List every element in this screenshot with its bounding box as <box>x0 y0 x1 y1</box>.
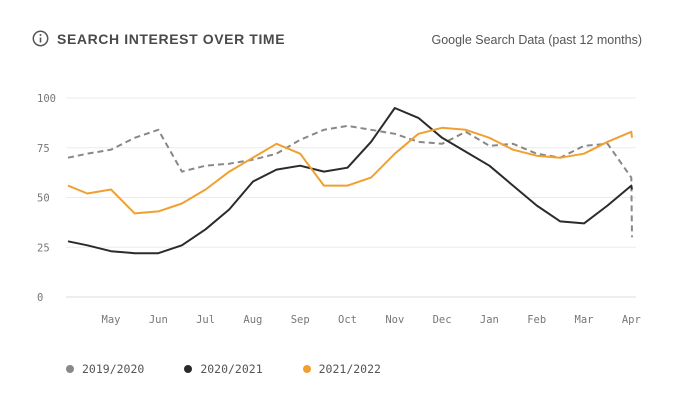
legend-label: 2020/2021 <box>200 362 263 376</box>
x-tick-label: Jan <box>480 314 499 326</box>
x-tick-label: Jul <box>196 314 215 326</box>
legend-item[interactable]: 2020/2021 <box>184 362 263 376</box>
legend-dot <box>184 365 193 373</box>
x-tick-label: Aug <box>243 314 262 326</box>
y-tick-label: 0 <box>37 292 43 304</box>
chart-header: SEARCH INTEREST OVER TIME Google Search … <box>32 30 644 52</box>
series-line-2020-2021 <box>67 107 633 255</box>
x-tick-label: Dec <box>433 314 452 326</box>
x-tick-label: Feb <box>527 314 546 326</box>
title-group: SEARCH INTEREST OVER TIME <box>32 30 285 47</box>
legend-label: 2021/2022 <box>318 362 381 376</box>
x-tick-labels: May Jun Jul Aug Sep Oct Nov Dec Jan Feb Mar Apr <box>102 314 641 326</box>
series-line-2019-2020 <box>67 124 633 238</box>
y-tick-label: 50 <box>37 193 50 205</box>
x-tick-label: Apr <box>622 314 641 326</box>
series-lines <box>67 107 633 255</box>
grid-lines <box>66 97 636 298</box>
x-tick-label: Oct <box>338 314 357 326</box>
legend-label: 2019/2020 <box>82 362 145 376</box>
x-tick-label: Jun <box>149 314 168 326</box>
y-tick-label: 25 <box>37 242 50 254</box>
x-tick-label: Nov <box>385 314 404 326</box>
info-icon[interactable] <box>32 30 49 47</box>
legend: 2019/2020 2020/2021 2021/2022 <box>66 362 381 376</box>
source-note: Google Search Data (past 12 months) <box>431 33 642 47</box>
x-tick-label: Sep <box>291 314 310 326</box>
legend-dot <box>302 365 311 373</box>
legend-dot <box>66 365 74 373</box>
y-tick-labels: 0 25 50 75 100 <box>37 93 56 304</box>
x-tick-label: Mar <box>575 314 594 326</box>
legend-item[interactable]: 2019/2020 <box>66 362 144 376</box>
chart-title: SEARCH INTEREST OVER TIME <box>57 30 286 47</box>
x-tick-label: May <box>102 314 121 326</box>
legend-item[interactable]: 2021/2022 <box>302 362 381 376</box>
y-tick-label: 75 <box>37 143 50 155</box>
series-line-2021-2022 <box>67 126 633 215</box>
y-tick-label: 100 <box>37 93 56 105</box>
